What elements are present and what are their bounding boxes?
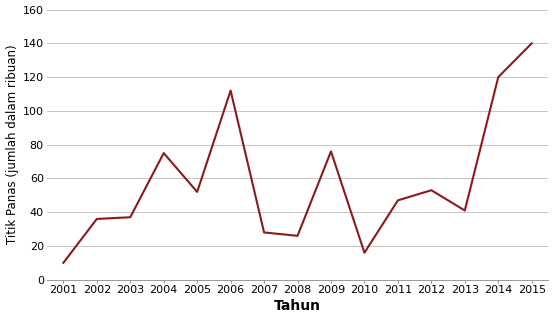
Y-axis label: Titik Panas (jumlah dalam ribuan): Titik Panas (jumlah dalam ribuan) — [6, 45, 18, 244]
X-axis label: Tahun: Tahun — [274, 300, 321, 314]
